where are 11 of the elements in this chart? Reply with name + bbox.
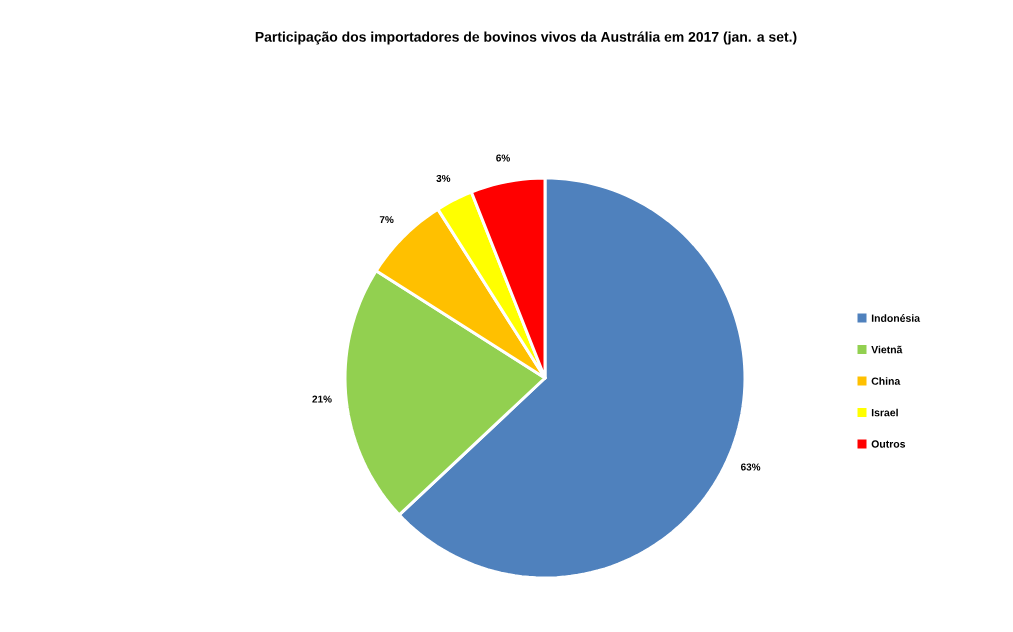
- chart-title: Participação dos importadores de bovinos vivos da Austrália em 2017 (jan. a set.): [255, 31, 797, 45]
- legend-label: Vietnã: [871, 345, 903, 354]
- data-label: 63%: [740, 463, 761, 471]
- data-label: 6%: [496, 154, 510, 162]
- legend-label: Israel: [871, 408, 898, 417]
- data-label: 7%: [379, 216, 394, 224]
- legend-label: Outros: [871, 440, 906, 448]
- legend-label: Indonésia: [871, 314, 921, 322]
- legend-label: China: [871, 377, 901, 385]
- data-label: 21%: [312, 395, 332, 403]
- data-label: 3%: [436, 174, 451, 182]
